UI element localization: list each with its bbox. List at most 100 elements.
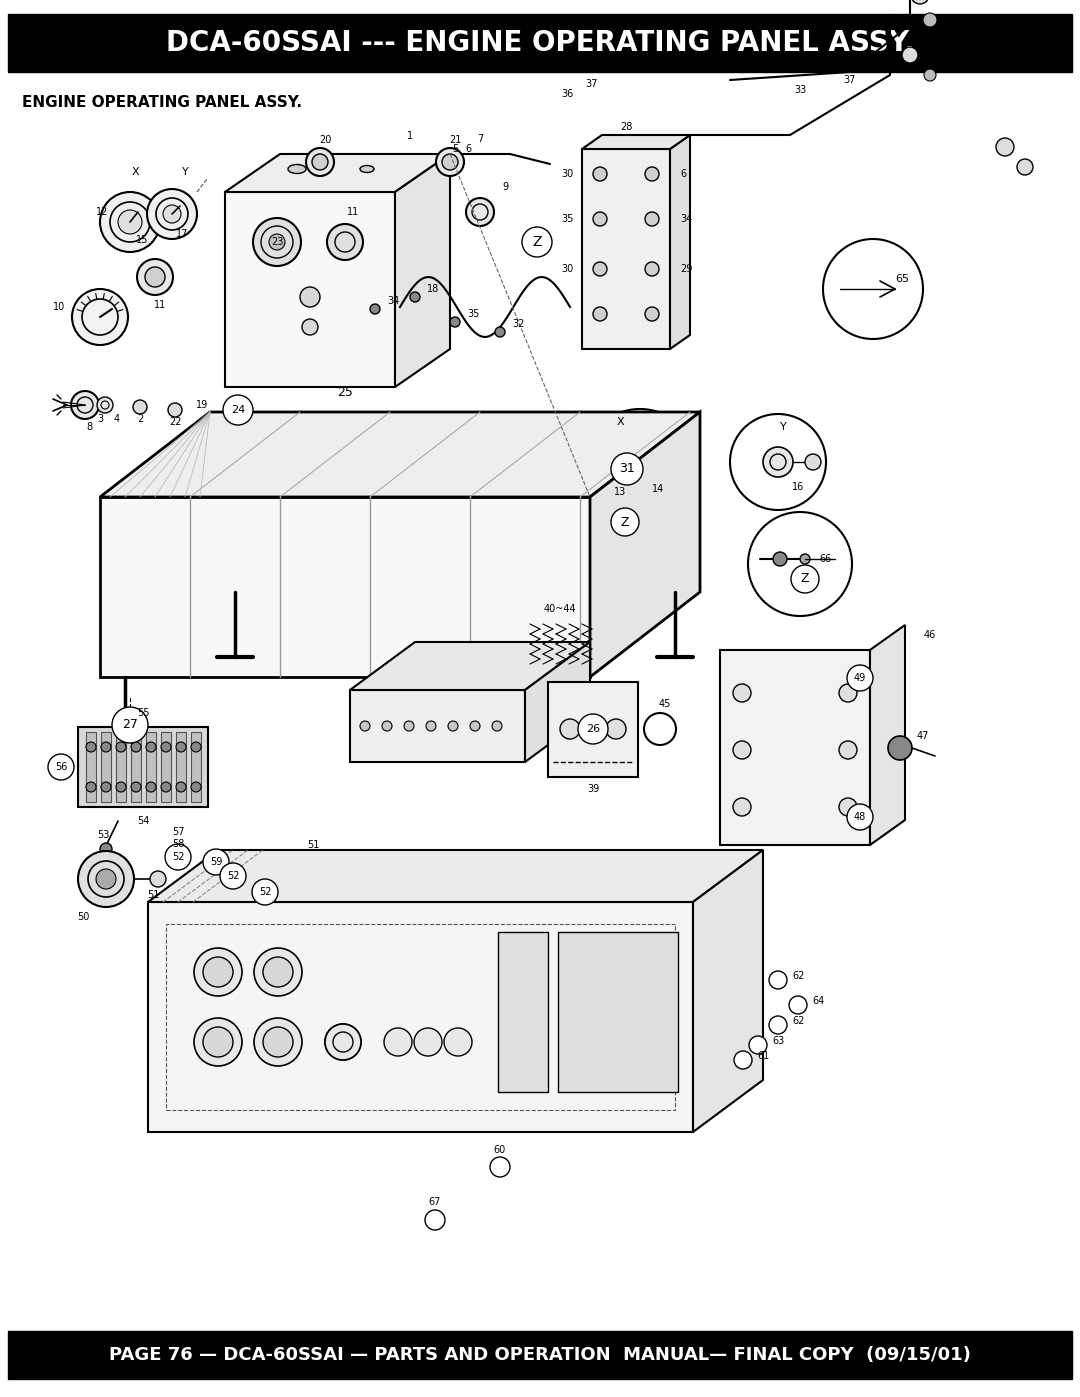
Text: 17: 17 bbox=[176, 229, 188, 239]
Text: 29: 29 bbox=[680, 264, 692, 274]
Circle shape bbox=[360, 721, 370, 731]
Circle shape bbox=[254, 1018, 302, 1066]
Text: 4: 4 bbox=[113, 414, 120, 425]
Text: 9: 9 bbox=[502, 182, 508, 191]
Circle shape bbox=[145, 267, 165, 286]
Text: 26: 26 bbox=[586, 724, 600, 733]
Polygon shape bbox=[525, 643, 590, 761]
Circle shape bbox=[414, 1028, 442, 1056]
Text: 58: 58 bbox=[172, 840, 185, 849]
Circle shape bbox=[194, 1018, 242, 1066]
Circle shape bbox=[762, 447, 793, 476]
Circle shape bbox=[146, 782, 156, 792]
Text: 49: 49 bbox=[854, 673, 866, 683]
Text: 48: 48 bbox=[854, 812, 866, 821]
Polygon shape bbox=[225, 191, 395, 387]
Circle shape bbox=[133, 400, 147, 414]
Text: 11: 11 bbox=[347, 207, 360, 217]
Circle shape bbox=[465, 198, 494, 226]
Text: 30: 30 bbox=[562, 264, 573, 274]
Circle shape bbox=[748, 511, 852, 616]
Circle shape bbox=[150, 870, 166, 887]
Circle shape bbox=[847, 805, 873, 830]
Circle shape bbox=[203, 1027, 233, 1058]
Polygon shape bbox=[870, 624, 905, 845]
Text: Z: Z bbox=[532, 235, 542, 249]
Circle shape bbox=[444, 1028, 472, 1056]
Polygon shape bbox=[191, 732, 201, 802]
Text: X: X bbox=[617, 416, 624, 427]
Circle shape bbox=[370, 305, 380, 314]
Circle shape bbox=[191, 742, 201, 752]
Circle shape bbox=[733, 740, 751, 759]
Polygon shape bbox=[86, 732, 96, 802]
Text: 11: 11 bbox=[153, 300, 166, 310]
Text: 51: 51 bbox=[307, 840, 320, 849]
Circle shape bbox=[450, 317, 460, 327]
Polygon shape bbox=[148, 902, 693, 1132]
Polygon shape bbox=[225, 154, 450, 191]
Bar bbox=[166, 923, 675, 1111]
Circle shape bbox=[823, 239, 923, 339]
Circle shape bbox=[306, 148, 334, 176]
Polygon shape bbox=[176, 732, 186, 802]
Text: 35: 35 bbox=[467, 309, 480, 319]
Polygon shape bbox=[350, 643, 590, 690]
Circle shape bbox=[426, 1210, 445, 1229]
Circle shape bbox=[426, 721, 436, 731]
Text: 46: 46 bbox=[923, 630, 936, 640]
Circle shape bbox=[72, 289, 129, 345]
Circle shape bbox=[769, 971, 787, 989]
Text: ENGINE OPERATING PANEL ASSY.: ENGINE OPERATING PANEL ASSY. bbox=[22, 95, 302, 110]
Polygon shape bbox=[693, 849, 762, 1132]
Circle shape bbox=[86, 782, 96, 792]
Circle shape bbox=[116, 782, 126, 792]
Circle shape bbox=[269, 235, 285, 250]
Polygon shape bbox=[548, 682, 638, 777]
Circle shape bbox=[222, 395, 253, 425]
Text: 18: 18 bbox=[427, 284, 440, 293]
Circle shape bbox=[912, 0, 929, 4]
Circle shape bbox=[1017, 159, 1032, 175]
Circle shape bbox=[839, 798, 858, 816]
Bar bbox=[498, 932, 548, 1092]
Text: 52: 52 bbox=[227, 870, 240, 882]
Circle shape bbox=[611, 453, 643, 485]
Circle shape bbox=[492, 721, 502, 731]
Text: 21: 21 bbox=[449, 136, 461, 145]
Polygon shape bbox=[131, 732, 141, 802]
Circle shape bbox=[490, 1157, 510, 1178]
Text: 47: 47 bbox=[917, 731, 929, 740]
Circle shape bbox=[448, 721, 458, 731]
Circle shape bbox=[495, 327, 505, 337]
Circle shape bbox=[384, 1028, 411, 1056]
Text: 6: 6 bbox=[464, 144, 471, 154]
Polygon shape bbox=[670, 136, 690, 349]
Circle shape bbox=[750, 1037, 767, 1053]
Text: 32: 32 bbox=[512, 319, 525, 330]
Text: 22: 22 bbox=[168, 416, 181, 427]
Text: Z: Z bbox=[621, 515, 630, 528]
Circle shape bbox=[645, 307, 659, 321]
Circle shape bbox=[100, 842, 112, 855]
Text: 33: 33 bbox=[794, 85, 806, 95]
Circle shape bbox=[442, 154, 458, 170]
Text: 37: 37 bbox=[585, 80, 598, 89]
Circle shape bbox=[194, 949, 242, 996]
Circle shape bbox=[606, 719, 626, 739]
Polygon shape bbox=[116, 732, 126, 802]
Polygon shape bbox=[161, 732, 171, 802]
Text: 35: 35 bbox=[562, 214, 573, 224]
Circle shape bbox=[404, 721, 414, 731]
Circle shape bbox=[646, 455, 670, 479]
Polygon shape bbox=[100, 497, 590, 678]
Circle shape bbox=[254, 949, 302, 996]
Text: 13: 13 bbox=[613, 488, 626, 497]
Circle shape bbox=[147, 189, 197, 239]
Text: 62: 62 bbox=[792, 1016, 805, 1025]
Text: Y: Y bbox=[181, 168, 188, 177]
Text: 53: 53 bbox=[97, 830, 109, 840]
Text: 52: 52 bbox=[172, 852, 185, 862]
Circle shape bbox=[97, 397, 113, 414]
Ellipse shape bbox=[360, 165, 374, 172]
